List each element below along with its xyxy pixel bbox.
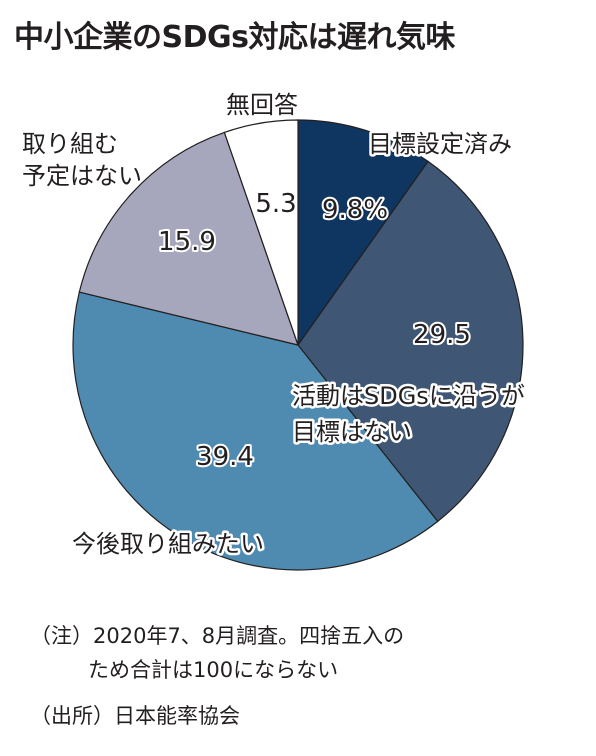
- pie-slice-0: [297, 119, 429, 347]
- chart-title: 中小企業のSDGs対応は遅れ気味: [14, 20, 456, 55]
- slice-category-label-0: 目標設定済み: [368, 130, 512, 158]
- pie-slice-1: [297, 160, 524, 523]
- slice-value-label-3: 15.9: [158, 227, 216, 257]
- footnote-note-line1: （注）2020年7、8月調査。四捨五入の: [30, 624, 405, 648]
- slice-value-label-1: 29.5: [413, 320, 471, 350]
- pie-slice-4: [223, 119, 299, 346]
- footnote-note-line2: ため合計は100にならない: [88, 658, 339, 682]
- slice-category-label-1-line1: 活動はSDGsに沿うが: [292, 382, 525, 410]
- slice-value-label-4: 5.3: [255, 189, 296, 219]
- footnote-source: （出所）日本能率協会: [30, 704, 240, 728]
- slice-category-label-1-line2: 目標はない: [292, 418, 412, 446]
- pie-slice-2: [72, 291, 439, 571]
- slice-value-label-2: 39.4: [196, 442, 254, 472]
- slice-category-label-2: 今後取り組みたい: [72, 530, 264, 558]
- slice-category-label-4: 無回答: [226, 91, 298, 119]
- slice-category-label-3-line1: 取り組む: [22, 130, 118, 158]
- slice-category-label-3-line2: 予定はない: [22, 162, 142, 190]
- pie-slice-3: [78, 131, 299, 346]
- slice-value-label-0: 9.8%: [322, 195, 388, 225]
